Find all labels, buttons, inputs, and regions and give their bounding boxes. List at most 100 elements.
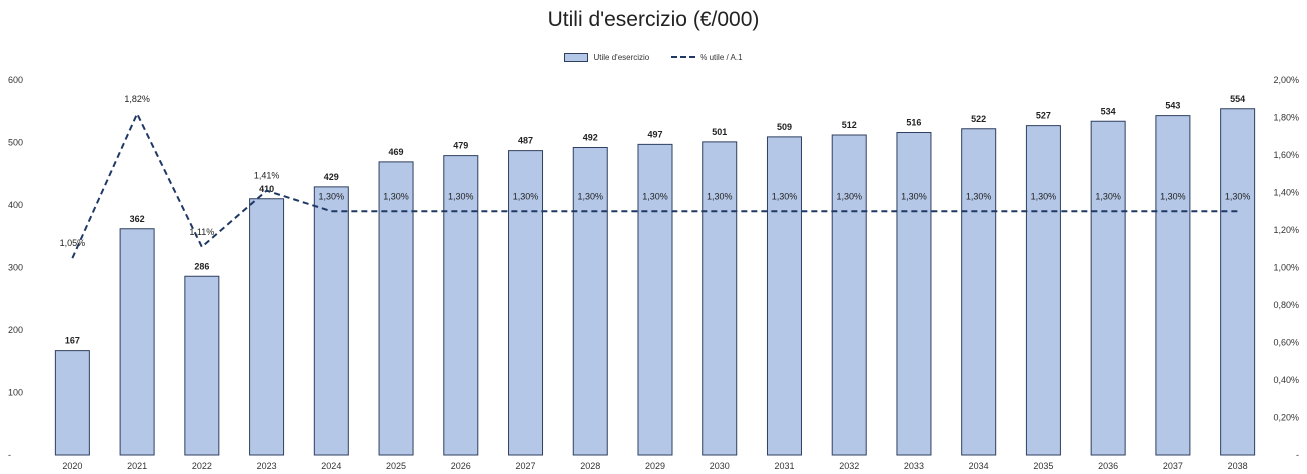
percent-value-label: 1,30%	[1225, 191, 1251, 201]
bar-value-label: 543	[1165, 101, 1180, 111]
bar-value-label: 534	[1101, 106, 1116, 116]
y-left-tick-label: 500	[8, 138, 23, 148]
bar-value-label: 167	[65, 336, 80, 346]
percent-value-label: 1,30%	[772, 191, 798, 201]
bar-value-label: 516	[906, 118, 921, 128]
right-axis: - 0,20% 0,40% 0,60% 0,80% 1,00% 1,20% 1,40% 1,60…	[1273, 75, 1299, 460]
x-tick-label: 2031	[774, 461, 794, 471]
percent-value-label: 1,30%	[383, 191, 409, 201]
bar	[508, 150, 544, 456]
bar-value-label: 492	[583, 133, 598, 143]
x-tick-label: 2036	[1098, 461, 1118, 471]
x-tick-label: 2034	[969, 461, 989, 471]
percent-value-label: 1,30%	[642, 191, 668, 201]
percent-value-label: 1,30%	[901, 191, 927, 201]
x-tick-label: 2021	[127, 461, 147, 471]
x-tick-label: 2024	[321, 461, 341, 471]
y-right-tick-label: 1,40%	[1273, 188, 1299, 198]
bar	[378, 161, 414, 456]
bar	[184, 275, 220, 456]
bar-value-label: 512	[842, 120, 857, 130]
percent-value-label: 1,11%	[189, 227, 214, 237]
y-left-tick-label: 400	[8, 200, 23, 210]
left-axis: - 100 200 300 400 500 600	[8, 75, 23, 460]
bar	[1155, 115, 1191, 456]
x-tick-label: 2038	[1228, 461, 1248, 471]
bar-value-label: 469	[389, 147, 404, 157]
x-tick-label: 2022	[192, 461, 212, 471]
x-tick-label: 2029	[645, 461, 665, 471]
bar-value-label: 479	[453, 141, 468, 151]
x-tick-label: 2025	[386, 461, 406, 471]
percent-value-label: 1,41%	[254, 171, 280, 181]
percent-value-label: 1,05%	[60, 238, 86, 248]
percent-line-series	[71, 111, 1238, 259]
bar	[119, 228, 155, 456]
y-right-tick-label: 0,60%	[1273, 338, 1299, 348]
percent-value-label: 1,30%	[448, 191, 474, 201]
x-tick-label: 2037	[1163, 461, 1183, 471]
x-tick-label: 2027	[516, 461, 536, 471]
bar	[831, 134, 867, 456]
y-right-tick-label: 0,40%	[1273, 375, 1299, 385]
legend: Utile d'esercizio % utile / A.1	[0, 50, 1307, 64]
x-tick-label: 2023	[257, 461, 277, 471]
legend-swatch-line	[671, 56, 696, 58]
bar	[1025, 125, 1061, 456]
percent-line	[71, 111, 1238, 259]
x-tick-label: 2030	[710, 461, 730, 471]
percent-value-label: 1,82%	[124, 94, 150, 104]
y-right-tick-label: 1,00%	[1273, 263, 1299, 273]
y-right-tick-label: -	[1296, 450, 1299, 460]
bar-value-label: 497	[647, 129, 662, 139]
y-left-tick-label: -	[8, 450, 11, 460]
x-tick-label: 2033	[904, 461, 924, 471]
x-tick-label: 2035	[1033, 461, 1053, 471]
legend-label-bar: Utile d'esercizio	[593, 52, 650, 62]
x-tick-label: 2020	[62, 461, 82, 471]
bar-value-label: 527	[1036, 111, 1051, 121]
percent-value-label: 1,30%	[707, 191, 733, 201]
legend-item-line: % utile / A.1	[671, 52, 743, 62]
bar	[1090, 120, 1126, 456]
bar	[443, 155, 479, 456]
percent-value-label: 1,30%	[513, 191, 539, 201]
bar-value-label: 554	[1230, 94, 1245, 104]
y-right-tick-label: 0,20%	[1273, 413, 1299, 423]
bar	[572, 147, 608, 456]
bar	[637, 143, 673, 456]
bar-value-label: 501	[712, 127, 727, 137]
bars	[54, 108, 1256, 456]
y-left-tick-label: 300	[8, 263, 23, 273]
percent-value-label: 1,30%	[1160, 191, 1186, 201]
legend-label-line: % utile / A.1	[700, 52, 743, 62]
bar	[702, 141, 738, 456]
y-left-tick-label: 600	[8, 75, 23, 85]
y-right-tick-label: 0,80%	[1273, 300, 1299, 310]
bar-labels: 167 362 286 410 429 469 479 487 492 497 501 509 512 5…	[65, 94, 1245, 346]
bar	[766, 136, 802, 456]
x-tick-label: 2032	[839, 461, 859, 471]
percent-value-label: 1,30%	[1031, 191, 1057, 201]
y-right-tick-label: 1,20%	[1273, 225, 1299, 235]
y-left-tick-label: 100	[8, 388, 23, 398]
bar	[896, 132, 932, 456]
bar-value-label: 410	[259, 184, 274, 194]
percent-value-label: 1,30%	[966, 191, 992, 201]
bar-value-label: 509	[777, 122, 792, 132]
legend-item-bar: Utile d'esercizio	[564, 52, 650, 62]
bar	[249, 198, 285, 456]
bar	[961, 128, 997, 456]
y-right-tick-label: 1,80%	[1273, 113, 1299, 123]
bar	[54, 350, 90, 456]
bar-value-label: 487	[518, 136, 533, 146]
bar	[313, 186, 349, 456]
y-left-tick-label: 200	[8, 325, 23, 335]
percent-value-label: 1,30%	[319, 191, 345, 201]
y-right-tick-label: 1,60%	[1273, 150, 1299, 160]
percent-value-label: 1,30%	[1095, 191, 1121, 201]
bar-value-label: 286	[194, 261, 209, 271]
bar-value-label: 362	[130, 214, 145, 224]
bar-value-label: 429	[324, 172, 339, 182]
